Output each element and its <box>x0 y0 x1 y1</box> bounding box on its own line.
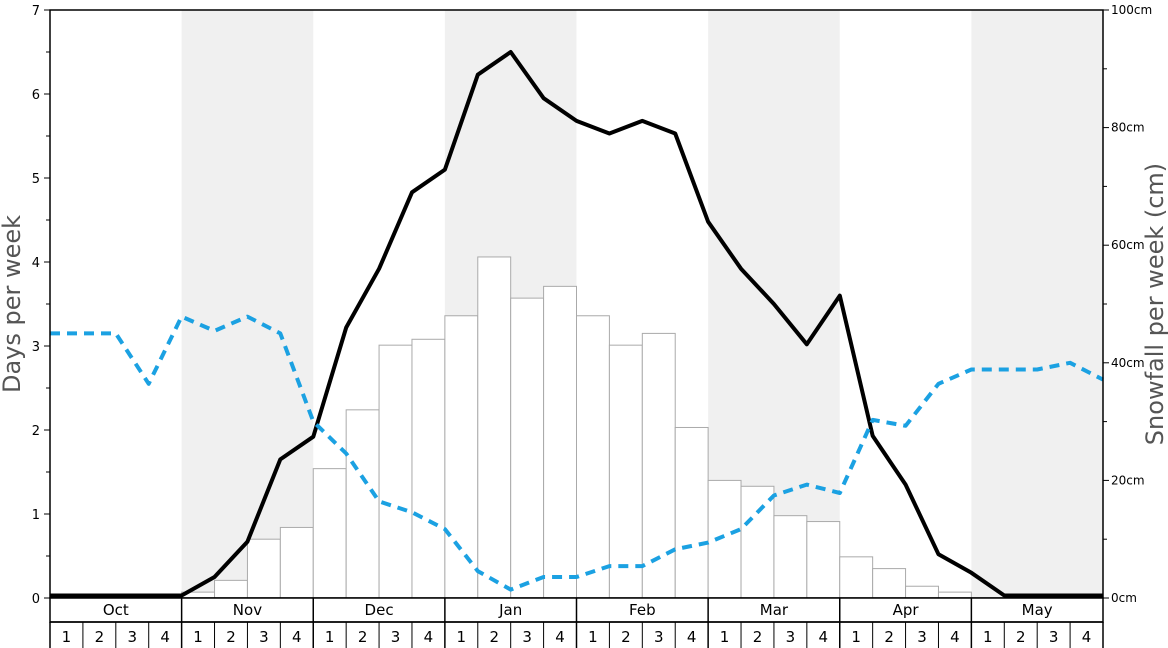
right-tick-label: 80cm <box>1111 121 1145 135</box>
week-label: 3 <box>786 628 796 646</box>
left-tick-label: 5 <box>32 172 40 187</box>
snowfall-bar <box>444 315 479 599</box>
week-label: 4 <box>950 628 960 646</box>
month-row: Oct Nov Dec Jan Feb Mar Apr May <box>49 597 1104 648</box>
week-label: 4 <box>424 628 434 646</box>
week-label: 2 <box>489 628 499 646</box>
week-label: 4 <box>1082 628 1092 646</box>
week-label: 3 <box>522 628 532 646</box>
month-label: Dec <box>365 601 394 619</box>
snowfall-bar <box>279 526 314 599</box>
left-tick-label: 7 <box>32 4 40 19</box>
month-label: Mar <box>760 601 789 619</box>
month-label: May <box>1022 601 1053 619</box>
snowfall-bar <box>214 579 248 599</box>
week-label: 1 <box>588 628 598 646</box>
solid-black-series-line <box>50 50 1103 598</box>
snowfall-bar <box>806 521 841 599</box>
week-label: 1 <box>62 628 72 646</box>
snowfall-bars <box>181 256 972 599</box>
week-label: 2 <box>621 628 631 646</box>
y-axis-title-left: Days per week <box>0 215 26 393</box>
snowfall-bar <box>839 556 874 599</box>
week-label: 1 <box>983 628 993 646</box>
left-tick-label: 1 <box>32 508 40 523</box>
left-tick-label: 3 <box>32 340 40 355</box>
week-label: 2 <box>226 628 236 646</box>
week-label: 1 <box>325 628 335 646</box>
week-label: 2 <box>884 628 894 646</box>
snowfall-bar <box>510 297 545 599</box>
month-label: Apr <box>893 601 920 619</box>
snowfall-bar <box>246 538 281 599</box>
month-label: Feb <box>629 601 656 619</box>
week-label: 3 <box>127 628 137 646</box>
snowfall-bar <box>378 344 413 599</box>
right-tick-label: 100cm <box>1111 3 1152 17</box>
snowfall-bar <box>937 591 972 599</box>
week-label: 2 <box>1016 628 1026 646</box>
snowfall-bar <box>543 285 577 599</box>
week-label: 3 <box>259 628 269 646</box>
snowfall-bar <box>905 585 939 599</box>
right-tick-label: 20cm <box>1111 473 1145 487</box>
month-label: Nov <box>233 601 262 619</box>
snowfall-bar <box>674 426 709 599</box>
right-tick-label: 60cm <box>1111 238 1145 252</box>
right-axis: 0cm 20cm 40cm 60cm 80cm 100cm <box>1103 3 1152 605</box>
week-label: 1 <box>457 628 467 646</box>
snowfall-bar <box>312 468 347 599</box>
snowfall-bar <box>477 256 512 599</box>
week-label: 2 <box>95 628 105 646</box>
week-label: 4 <box>687 628 697 646</box>
week-label: 4 <box>819 628 829 646</box>
snowfall-bar <box>411 338 446 599</box>
week-label: 1 <box>720 628 730 646</box>
snowfall-bar <box>345 409 380 599</box>
left-axis: 0 1 2 3 4 5 6 7 <box>32 4 50 607</box>
left-tick-label: 6 <box>32 88 40 103</box>
snowfall-bar <box>872 568 907 599</box>
month-band-may <box>971 10 1103 598</box>
snowfall-bar <box>707 479 742 599</box>
week-label: 3 <box>654 628 664 646</box>
week-label: 2 <box>358 628 368 646</box>
right-tick-label: 40cm <box>1111 356 1145 370</box>
left-tick-label: 4 <box>32 256 40 271</box>
month-band-nov <box>181 10 314 598</box>
week-label: 4 <box>555 628 565 646</box>
week-label: 2 <box>753 628 763 646</box>
month-label: Jan <box>498 601 522 619</box>
week-row: 1 2 3 4 1 2 3 4 1 2 3 4 1 2 3 4 1 2 3 4 1 2 3 4 1 2 3 4 1 2 3 4 <box>49 621 1104 648</box>
left-tick-label: 0 <box>32 592 40 607</box>
week-label: 1 <box>193 628 203 646</box>
week-label: 1 <box>851 628 861 646</box>
week-label: 4 <box>292 628 302 646</box>
snowfall-bar <box>608 344 643 599</box>
dashed-blue-series-line <box>50 314 1104 592</box>
month-label: Oct <box>103 601 129 619</box>
week-label: 4 <box>160 628 170 646</box>
week-label: 3 <box>1049 628 1059 646</box>
snowfall-bar <box>740 485 775 599</box>
week-label: 3 <box>391 628 401 646</box>
week-label: 3 <box>917 628 927 646</box>
left-tick-label: 2 <box>32 424 40 439</box>
snowfall-bar <box>576 315 610 599</box>
right-tick-label: 0cm <box>1111 591 1137 605</box>
data-lines <box>50 50 1104 598</box>
snowfall-bar <box>773 515 808 599</box>
y-axis-title-right: Snowfall per week (cm) <box>1141 163 1168 445</box>
